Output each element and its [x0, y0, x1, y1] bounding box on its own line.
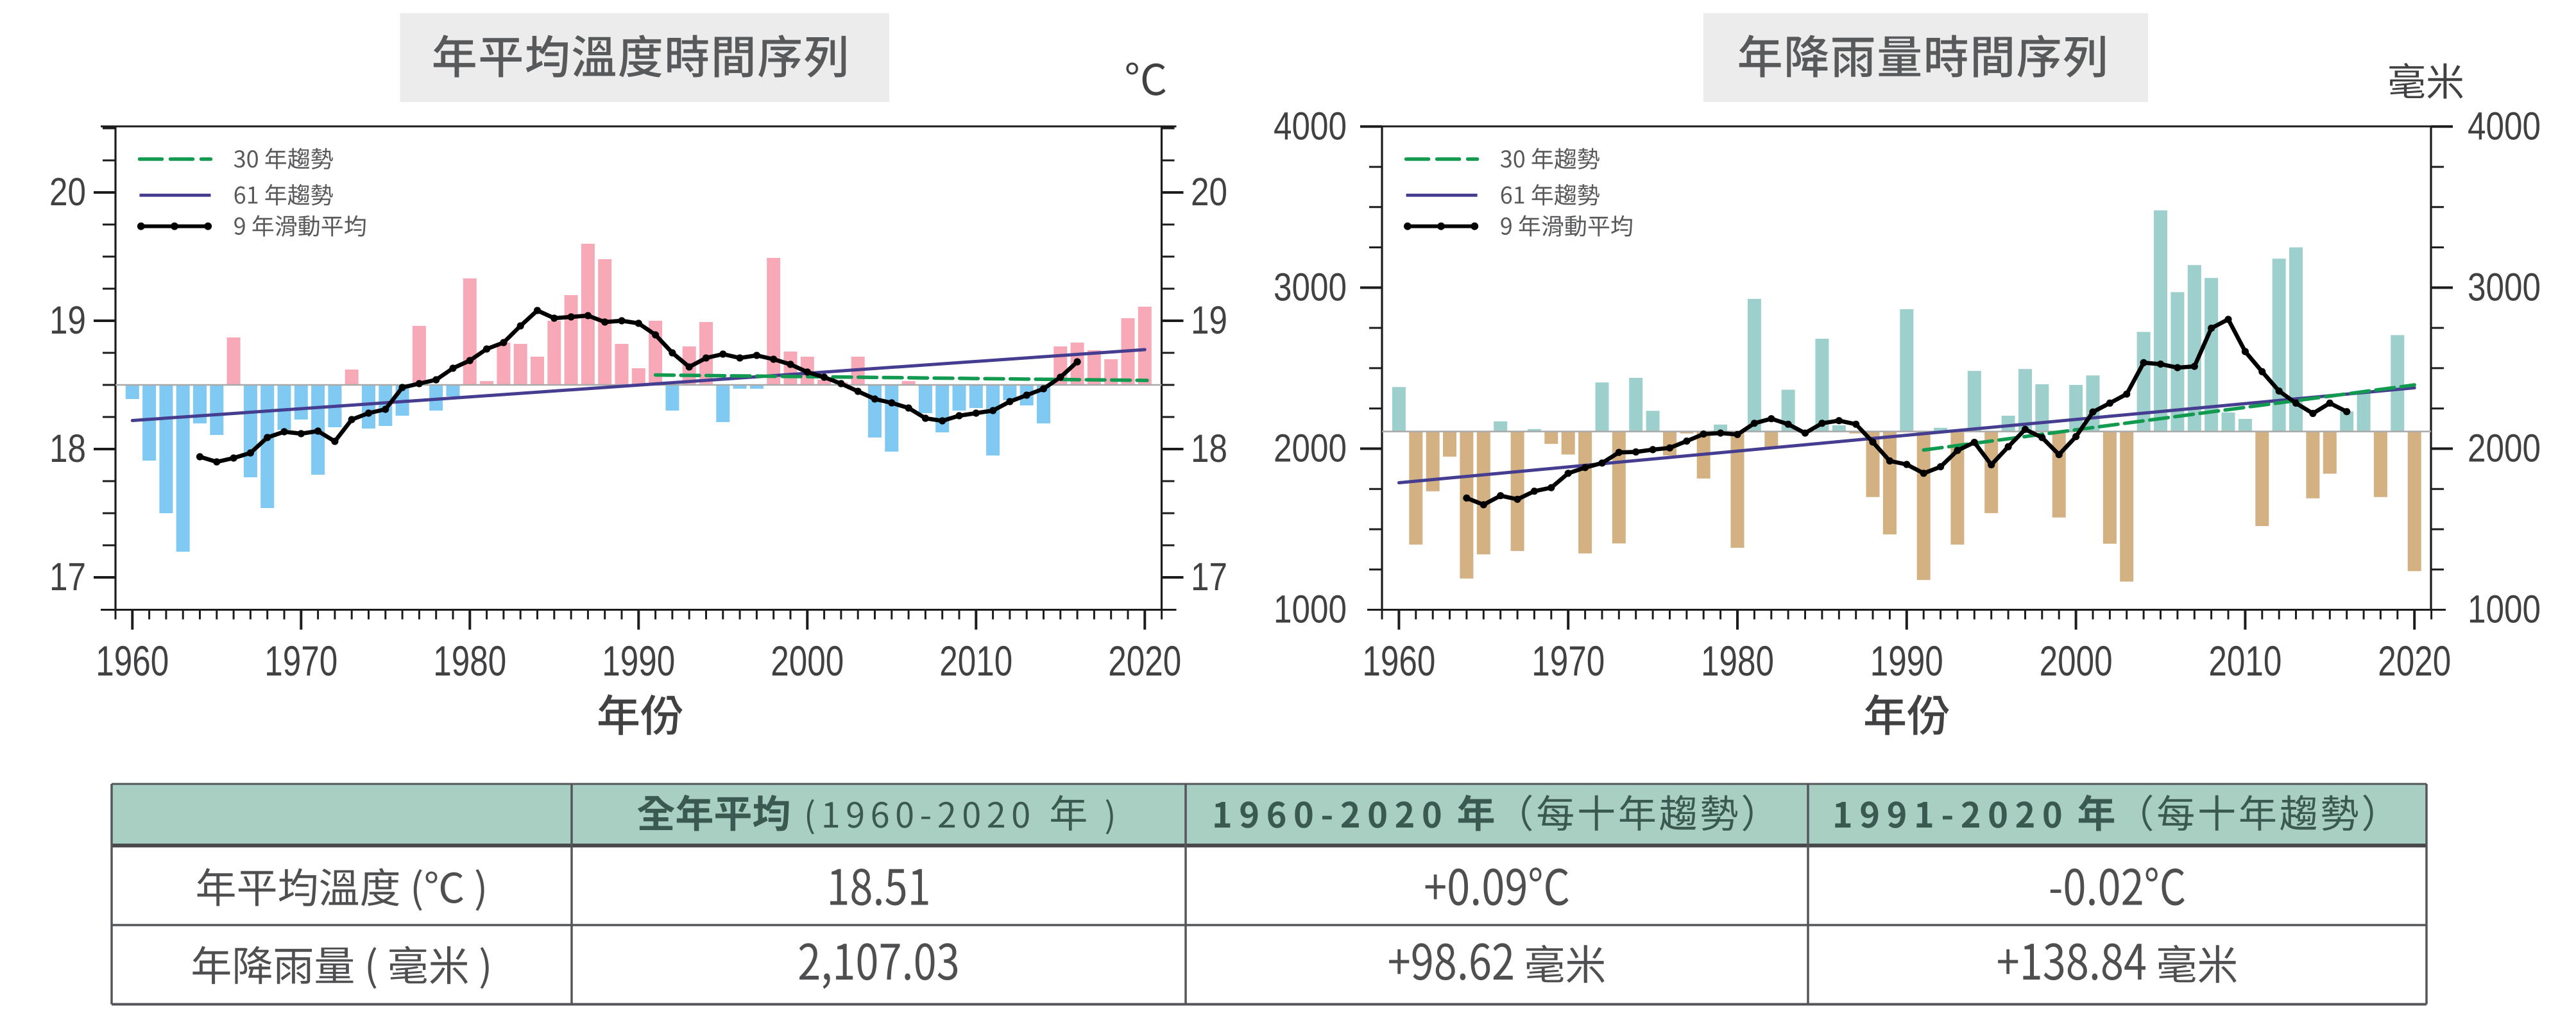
- svg-text:1960: 1960: [1362, 637, 1435, 684]
- svg-text:4000: 4000: [2468, 104, 2541, 148]
- svg-text:1970: 1970: [1531, 637, 1605, 684]
- svg-text:18: 18: [49, 427, 86, 470]
- svg-text:4000: 4000: [1274, 104, 1347, 148]
- svg-text:1980: 1980: [433, 637, 506, 684]
- svg-text:19: 19: [1191, 298, 1227, 342]
- svg-text:2000: 2000: [1274, 426, 1347, 470]
- svg-text:2020: 2020: [1108, 637, 1181, 684]
- svg-text:2000: 2000: [2040, 637, 2113, 684]
- svg-text:3000: 3000: [2468, 265, 2541, 309]
- svg-text:3000: 3000: [1274, 265, 1347, 309]
- svg-text:18: 18: [1191, 427, 1227, 470]
- svg-text:20: 20: [1191, 170, 1227, 214]
- svg-text:1000: 1000: [2468, 588, 2541, 631]
- svg-text:1000: 1000: [1274, 588, 1347, 631]
- svg-text:2020: 2020: [2378, 637, 2451, 684]
- svg-text:1960: 1960: [96, 637, 169, 684]
- svg-text:1970: 1970: [264, 637, 337, 684]
- svg-text:17: 17: [1191, 555, 1227, 599]
- svg-text:1980: 1980: [1701, 637, 1774, 684]
- svg-text:1990: 1990: [602, 637, 675, 684]
- svg-text:20: 20: [49, 170, 86, 214]
- svg-text:1990: 1990: [1870, 637, 1943, 684]
- svg-text:2010: 2010: [939, 637, 1012, 684]
- svg-text:2000: 2000: [771, 637, 844, 684]
- svg-text:2010: 2010: [2208, 637, 2282, 684]
- svg-text:17: 17: [49, 555, 86, 599]
- svg-text:2000: 2000: [2468, 426, 2541, 470]
- svg-text:19: 19: [49, 298, 86, 342]
